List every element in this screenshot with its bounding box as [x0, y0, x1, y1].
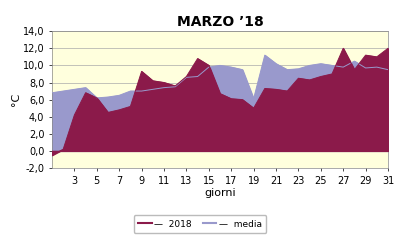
Title: MARZO ’18: MARZO ’18 [177, 15, 263, 29]
Legend: —  2018, —  media: — 2018, — media [134, 215, 266, 233]
Y-axis label: °C: °C [11, 93, 21, 106]
X-axis label: giorni: giorni [204, 188, 236, 198]
